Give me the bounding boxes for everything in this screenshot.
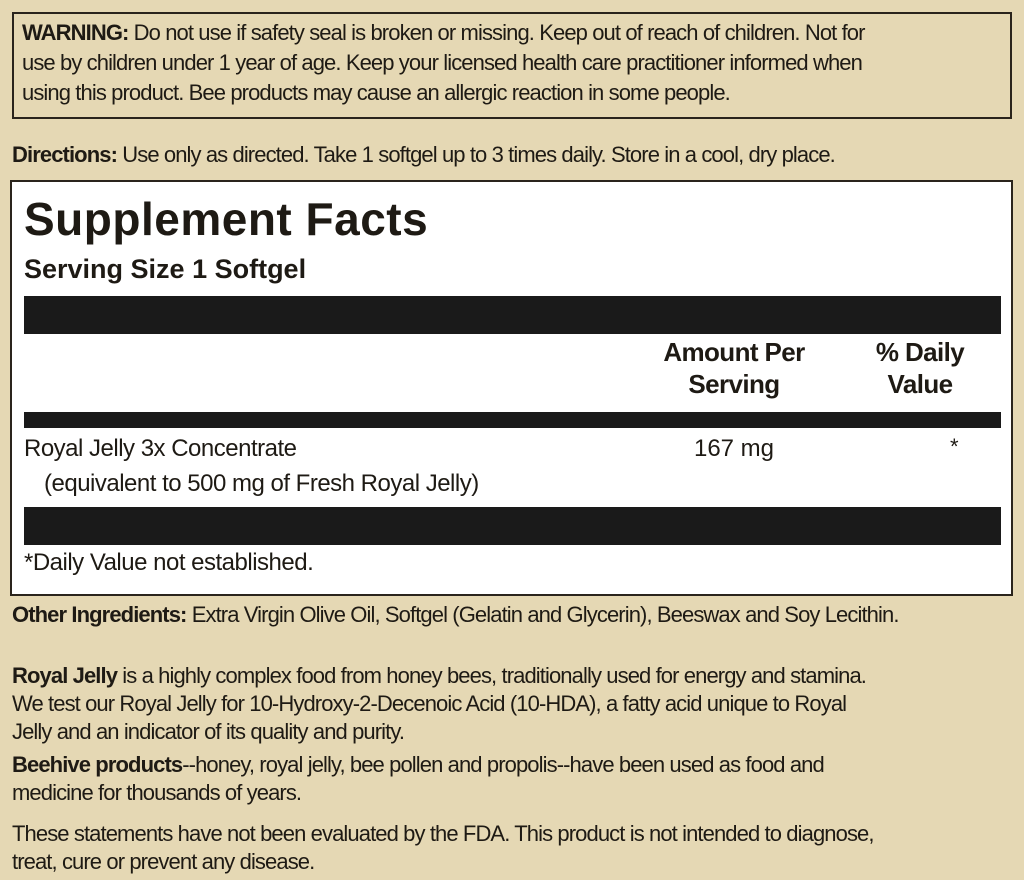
amount-per-serving-header: Amount Per Serving [663, 337, 805, 399]
divider-bar [24, 507, 1001, 545]
royal-jelly-text: is a highly complex food from honey bees… [117, 663, 867, 688]
warning-text: Do not use if safety seal is broken or m… [133, 20, 866, 45]
daily-value-header: % Daily Value [875, 337, 965, 399]
other-ingredients-text: Extra Virgin Olive Oil, Softgel (Gelatin… [191, 602, 900, 627]
ingredient-name: Royal Jelly 3x Concentrate [24, 435, 297, 462]
serving-size: Serving Size 1 Softgel [24, 254, 307, 284]
warning-line: WARNING: Do not use if safety seal is br… [22, 18, 1002, 48]
royal-jelly-label: Royal Jelly [12, 663, 118, 688]
divider-bar [24, 412, 1001, 428]
ingredient-amount: 167 mg [693, 435, 775, 462]
facts-title: Supplement Facts [24, 193, 429, 245]
warning-text: use by children under 1 year of age. Kee… [22, 50, 863, 75]
divider-bar [24, 296, 1001, 334]
warning-box: WARNING: Do not use if safety seal is br… [12, 12, 1012, 119]
directions-label: Directions: [12, 142, 118, 167]
supplement-facts-panel: Supplement Facts Serving Size 1 Softgel … [10, 180, 1013, 596]
royal-jelly-text: We test our Royal Jelly for 10-Hydroxy-2… [12, 691, 847, 716]
beehive-text: medicine for thousands of years. [12, 780, 302, 805]
ingredient-subtext: (equivalent to 500 mg of Fresh Royal Jel… [44, 470, 479, 497]
warning-text: using this product. Bee products may cau… [22, 80, 731, 105]
footnote: *Daily Value not established. [24, 549, 314, 576]
royal-jelly-text: Jelly and an indicator of its quality an… [12, 719, 405, 744]
beehive-text: --honey, royal jelly, bee pollen and pro… [182, 752, 825, 777]
warning-label: WARNING: [22, 20, 129, 45]
directions: Directions: Use only as directed. Take 1… [12, 140, 836, 170]
ingredient-dv: * [950, 434, 959, 459]
other-ingredients: Other Ingredients: Extra Virgin Olive Oi… [12, 600, 899, 630]
fda-text: These statements have not been evaluated… [12, 821, 875, 846]
fda-text: treat, cure or prevent any disease. [12, 849, 315, 874]
other-ingredients-label: Other Ingredients: [12, 602, 187, 627]
directions-text: Use only as directed. Take 1 softgel up … [122, 142, 836, 167]
beehive-label: Beehive products [12, 752, 183, 777]
